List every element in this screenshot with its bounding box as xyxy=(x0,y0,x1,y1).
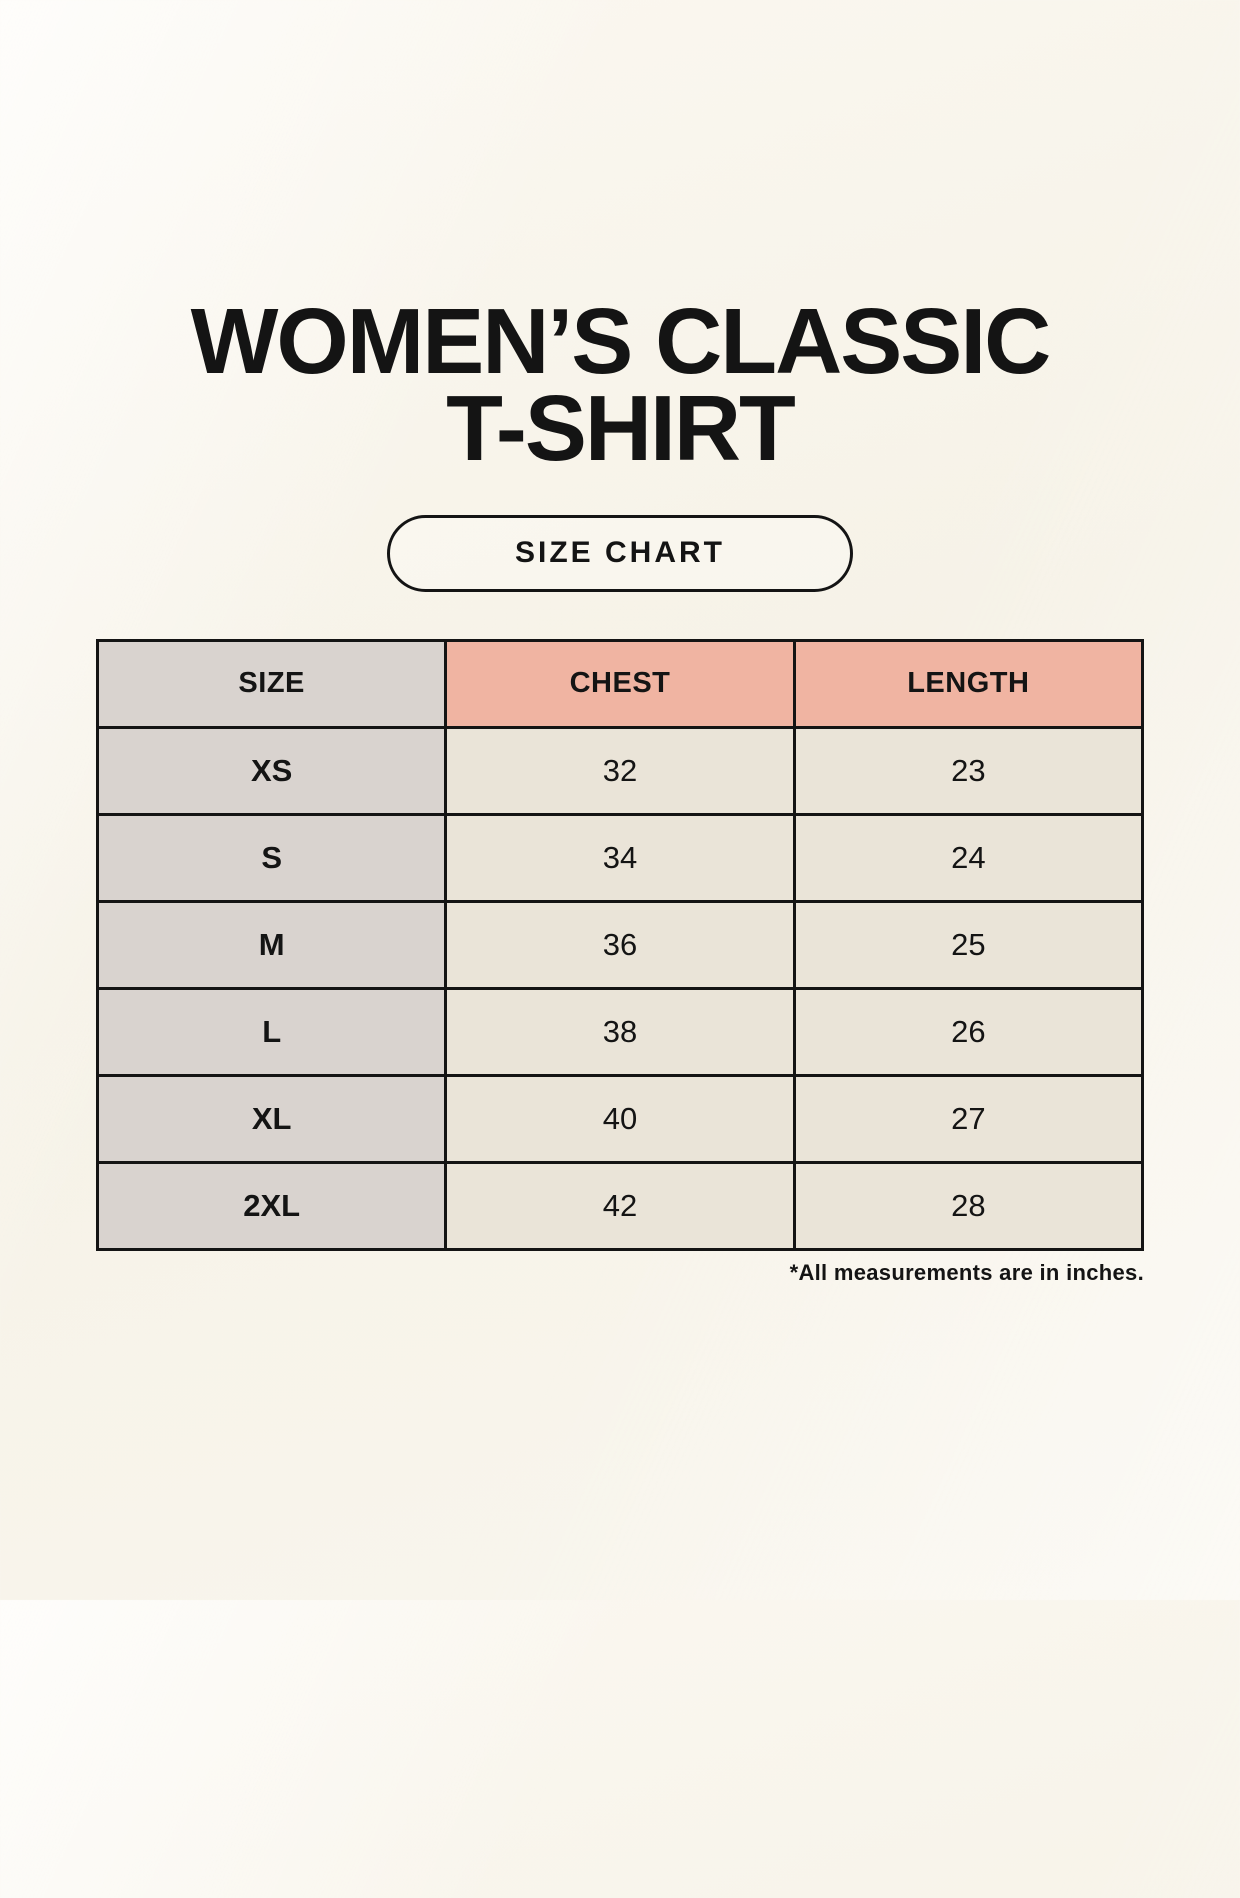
badge-container: SIZE CHART xyxy=(0,473,1240,592)
chest-cell: 40 xyxy=(444,1073,796,1164)
column-header-size: SIZE xyxy=(95,638,448,729)
size-table-header-row: SIZE CHEST LENGTH xyxy=(95,638,1145,729)
length-cell: 23 xyxy=(792,725,1145,816)
size-chart-page: WOMEN’S CLASSIC T-SHIRT SIZE CHART SIZE … xyxy=(0,289,1240,1898)
length-cell: 28 xyxy=(792,1160,1145,1251)
size-table-row: M 36 25 xyxy=(95,899,1145,990)
chest-cell: 36 xyxy=(444,899,796,990)
size-cell: 2XL xyxy=(95,1160,448,1251)
length-cell: 26 xyxy=(792,986,1145,1077)
size-table-row: S 34 24 xyxy=(95,812,1145,903)
measurements-footnote: *All measurements are in inches. xyxy=(789,1259,1144,1285)
size-cell: L xyxy=(95,986,448,1077)
size-table-row: XS 32 23 xyxy=(95,725,1145,816)
size-table-row: L 38 26 xyxy=(95,986,1145,1077)
size-cell: XS xyxy=(95,725,448,816)
size-cell: M xyxy=(95,899,448,990)
length-cell: 27 xyxy=(792,1073,1145,1164)
size-table-row: XL 40 27 xyxy=(95,1073,1145,1164)
chest-cell: 42 xyxy=(444,1160,796,1251)
size-cell: XL xyxy=(95,1073,448,1164)
size-table-row: 2XL 42 28 xyxy=(95,1160,1145,1251)
length-cell: 24 xyxy=(792,812,1145,903)
size-cell: S xyxy=(95,812,448,903)
chest-cell: 34 xyxy=(444,812,796,903)
column-header-chest: CHEST xyxy=(444,638,796,729)
title-line-1: WOMEN’S CLASSIC xyxy=(190,289,1052,393)
size-chart-button[interactable]: SIZE CHART xyxy=(387,514,853,592)
chest-cell: 32 xyxy=(444,725,796,816)
page-title: WOMEN’S CLASSIC T-SHIRT xyxy=(0,289,1240,481)
size-table: SIZE CHEST LENGTH XS 32 23 S 34 24 M 36 … xyxy=(95,638,1145,1251)
column-header-length: LENGTH xyxy=(792,638,1145,729)
size-table-head: SIZE CHEST LENGTH xyxy=(95,638,1145,729)
size-table-body: XS 32 23 S 34 24 M 36 25 L 38 26 XL 40 2… xyxy=(95,725,1145,1251)
chest-cell: 38 xyxy=(444,986,796,1077)
length-cell: 25 xyxy=(792,899,1145,990)
title-line-2: T-SHIRT xyxy=(446,376,796,481)
